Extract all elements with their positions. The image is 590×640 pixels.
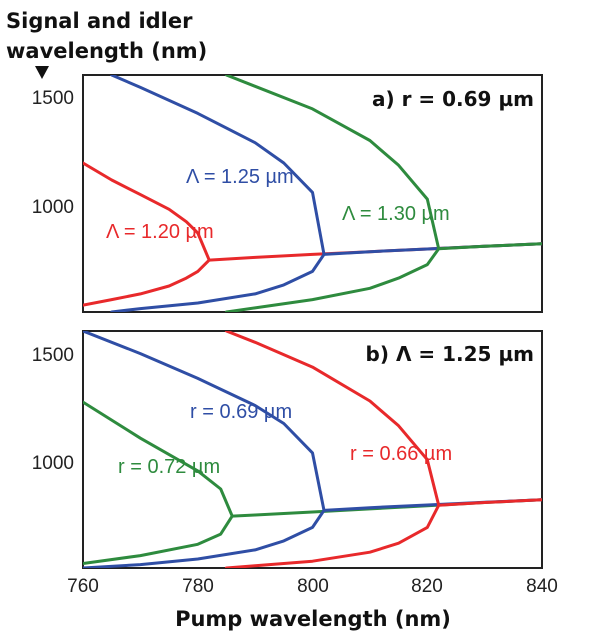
xtick-760: 760	[67, 576, 99, 597]
panel-b-frame	[82, 330, 543, 569]
panel-b-ytick-1000: 1000	[32, 453, 74, 474]
panel-a: a) r = 0.69 µm Λ = 1.25 µm Λ = 1.20 µm Λ…	[32, 74, 543, 313]
panel-b-label-r-069: r = 0.69 µm	[190, 401, 292, 423]
xtick-780: 780	[182, 576, 214, 597]
panel-b-series-2-signal-curve	[224, 498, 542, 568]
panel-a-series-1-signal-curve	[110, 242, 542, 312]
panel-a-series-0-signal-curve	[83, 242, 542, 307]
panel-b-series-1-idler-curve	[83, 331, 326, 512]
x-axis-label: Pump wavelength (nm)	[175, 607, 451, 631]
panel-a-ytick-1000: 1000	[32, 197, 74, 218]
panel-b-series-2-idler-curve	[224, 331, 441, 507]
panel-a-series-0-idler-curve	[83, 161, 211, 262]
xtick-800: 800	[297, 576, 329, 597]
panel-b-label-r-072: r = 0.72 µm	[118, 456, 220, 478]
panel-b-ytick-1500: 1500	[32, 345, 74, 366]
xtick-840: 840	[526, 576, 558, 597]
panel-a-title: a) r = 0.69 µm	[372, 87, 534, 111]
panel-a-series-2-idler-curve	[224, 75, 441, 251]
xtick-820: 820	[411, 576, 443, 597]
panel-b: b) Λ = 1.25 µm r = 0.69 µm r = 0.72 µm r…	[32, 330, 543, 569]
panel-a-ytick-1500: 1500	[32, 88, 74, 109]
panel-a-label-lambda-125: Λ = 1.25 µm	[186, 166, 294, 188]
panel-b-series-0-signal-curve	[83, 498, 542, 565]
panel-b-series-1-signal-curve	[83, 498, 542, 568]
panel-b-series-0-idler-curve	[83, 400, 234, 518]
panel-b-title: b) Λ = 1.25 µm	[366, 342, 534, 366]
y-axis-header-line1: Signal and idler	[6, 9, 193, 33]
panel-a-label-lambda-120: Λ = 1.20 µm	[106, 221, 214, 243]
panel-b-lines	[83, 331, 542, 568]
panel-a-label-lambda-130: Λ = 1.30 µm	[342, 203, 450, 225]
panel-b-label-r-066: r = 0.66 µm	[350, 443, 452, 465]
y-axis-marker-arrow	[35, 66, 49, 79]
panel-a-lines	[83, 75, 542, 312]
panel-a-series-2-signal-curve	[224, 242, 542, 312]
panel-a-frame	[82, 74, 543, 313]
y-axis-header-line2: wavelength (nm)	[6, 39, 207, 63]
panel-a-series-1-idler-curve	[110, 75, 326, 256]
